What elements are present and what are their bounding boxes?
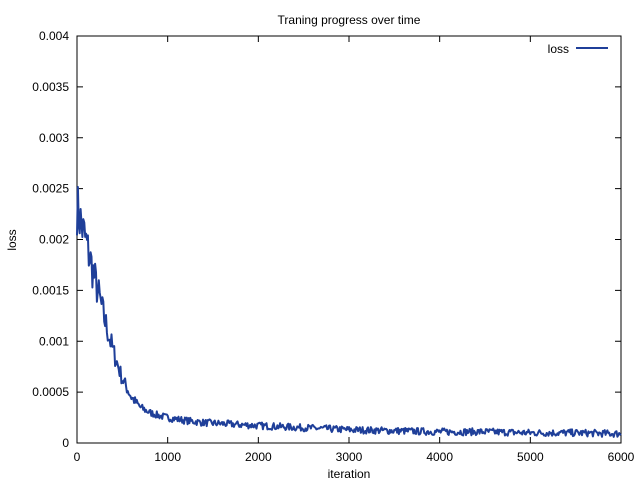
y-tick-label: 0.001 [39,334,69,348]
y-tick-label: 0.0015 [32,283,69,297]
x-tick-label: 5000 [517,450,544,464]
y-tick-label: 0.004 [39,29,69,43]
series-line-loss [76,186,622,438]
y-tick-label: 0.003 [39,131,69,145]
x-tick-label: 1000 [154,450,181,464]
plot-frame [76,35,622,444]
y-tick-label: 0.0025 [32,182,69,196]
x-tick-label: 3000 [336,450,363,464]
y-axis-label: loss [5,229,19,250]
legend: loss [548,42,608,56]
x-tick-label: 2000 [245,450,272,464]
y-axis: 0 0.0005 0.001 0.0015 0.002 0.0025 0.003 0.0035… [32,29,621,450]
plot-area [76,186,622,438]
x-tick-label: 0 [74,450,81,464]
x-tick-label: 6000 [608,450,635,464]
y-tick-label: 0.0035 [32,80,69,94]
y-tick-label: 0.0005 [32,385,69,399]
y-tick-label: 0.002 [39,233,69,247]
y-tick-label: 0 [62,436,69,450]
x-axis: 0 1000 2000 3000 4000 5000 6000 [74,36,635,464]
x-axis-label: iteration [328,467,371,480]
legend-label-loss: loss [548,42,569,56]
x-tick-label: 4000 [426,450,453,464]
chart-title: Traning progress over time [278,13,421,27]
